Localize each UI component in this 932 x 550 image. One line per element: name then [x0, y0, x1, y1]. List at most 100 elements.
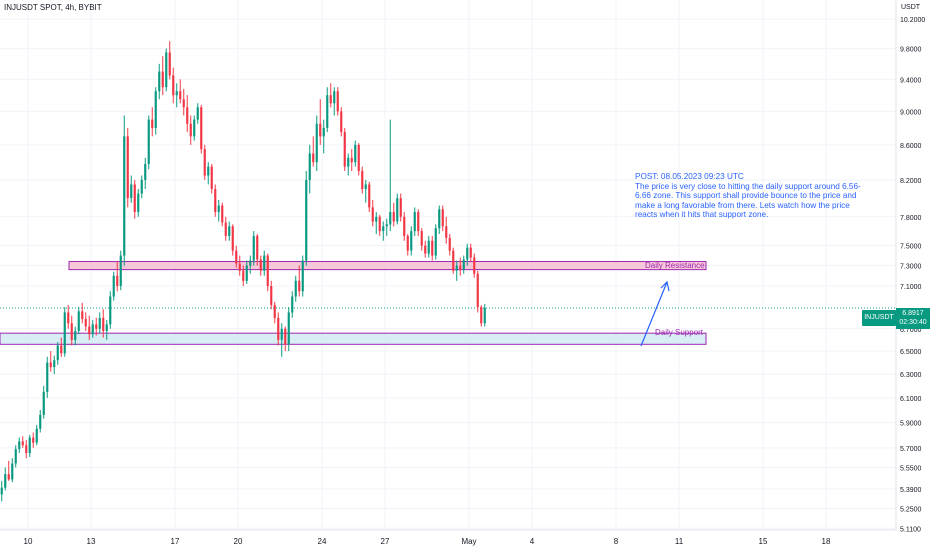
candle-body: [140, 179, 143, 194]
candle-body: [452, 250, 455, 271]
candle-body: [235, 250, 238, 264]
candle-body: [277, 317, 280, 340]
candle-body: [32, 437, 35, 443]
candle-body: [18, 441, 21, 450]
candle-body: [315, 123, 318, 163]
candle-body: [413, 212, 416, 232]
candle-body: [406, 235, 409, 251]
candle-body: [284, 328, 287, 345]
candle-body: [242, 270, 245, 281]
candle-body: [298, 280, 301, 292]
candle-body: [200, 107, 203, 150]
candle-body: [147, 119, 150, 164]
price-tick-label: 9.0000: [900, 109, 922, 116]
symbol-tag: INJUSDT: [862, 310, 896, 326]
candle-body: [238, 263, 241, 271]
time-axis[interactable]: 10 13 17 20 24 27 May 4 8 11 15 18: [24, 537, 831, 546]
candle-body: [224, 222, 227, 236]
candle-body: [263, 255, 266, 271]
time-tick-label: May: [461, 537, 476, 546]
candle-body: [74, 330, 77, 340]
candle-body: [326, 95, 329, 128]
candle-body: [312, 153, 315, 163]
price-tick-label: 9.8000: [900, 47, 922, 54]
candle-body: [228, 226, 231, 236]
price-tick-label: 7.1000: [900, 284, 922, 291]
candle-body: [399, 198, 402, 217]
candle-body: [270, 286, 273, 305]
support-zone: [0, 332, 707, 345]
candle-body: [294, 280, 297, 297]
candle-body: [49, 362, 52, 368]
candle-body: [385, 224, 388, 227]
candle-body: [158, 71, 161, 92]
candle-body: [466, 247, 469, 260]
price-tick-label: 6.5000: [900, 349, 922, 356]
price-tick-label: 8.2000: [900, 178, 922, 185]
price-tick-label: 5.3900: [900, 487, 922, 494]
arrow-head: [660, 280, 670, 292]
candle-body: [417, 212, 420, 232]
candle-body: [91, 324, 94, 335]
arrow-line: [640, 281, 668, 347]
candle-body: [273, 304, 276, 318]
candle-body: [151, 119, 154, 128]
time-tick-label: 17: [171, 537, 180, 546]
candle-body: [301, 260, 304, 292]
time-tick-label: 27: [381, 537, 390, 546]
candle-body: [368, 184, 371, 208]
candle-body: [396, 198, 399, 222]
last-price-value: 6.8917: [902, 310, 924, 317]
candle-body: [154, 91, 157, 128]
support-label: Daily Support: [655, 328, 704, 337]
candle-body: [88, 326, 91, 335]
candle-body: [207, 166, 210, 176]
candle-body: [350, 157, 353, 163]
zones: [0, 261, 707, 345]
candle-body: [77, 311, 80, 331]
time-tick-label: 11: [675, 537, 684, 546]
price-tick-label: 5.9000: [900, 420, 922, 427]
last-price-tag: 6.8917 02:30:40: [896, 308, 930, 329]
candle-body: [259, 259, 262, 271]
candle-body: [371, 207, 374, 222]
price-tick-label: 5.2500: [900, 506, 922, 513]
price-tick-label: 7.5000: [900, 244, 922, 251]
candle-body: [245, 265, 248, 281]
candle-body: [21, 441, 24, 446]
candle-body: [186, 107, 189, 124]
price-tick-label: 5.1100: [900, 526, 921, 533]
price-tick-label: 6.3000: [900, 372, 922, 379]
candle-body: [459, 265, 462, 270]
price-tick-label: 10.2000: [900, 17, 925, 24]
price-tick-label: 6.7000: [900, 327, 922, 334]
candle-body: [60, 345, 63, 354]
time-tick-label: 18: [822, 537, 831, 546]
resistance-zone: [68, 261, 707, 271]
candle-body: [116, 275, 119, 287]
candle-body: [420, 231, 423, 246]
candle-body: [119, 255, 122, 287]
candle-body: [480, 307, 483, 324]
candle-body: [25, 445, 28, 454]
price-axis[interactable]: 10.2000 9.8000 9.4000 9.0000 8.6000 8.2000 7.8…: [900, 17, 925, 533]
time-tick-label: 4: [530, 537, 535, 546]
candles[interactable]: [0, 41, 486, 502]
candle-body: [462, 259, 465, 270]
analysis-note: POST: 08.05.2023 09:23 UTC The price is …: [635, 172, 861, 220]
candle-body: [448, 237, 451, 251]
candle-body: [389, 212, 392, 225]
candle-body: [4, 474, 7, 488]
candle-body: [98, 317, 101, 329]
candle-body: [361, 171, 364, 189]
candle-body: [7, 474, 10, 480]
candle-body: [308, 153, 311, 180]
candle-body: [336, 91, 339, 112]
price-tick-label: 7.3000: [900, 264, 922, 271]
candle-body: [196, 107, 199, 120]
time-tick-label: 10: [24, 537, 33, 546]
price-tick-label: 5.7000: [900, 446, 922, 453]
candle-body: [102, 317, 105, 331]
candle-body: [364, 184, 367, 189]
